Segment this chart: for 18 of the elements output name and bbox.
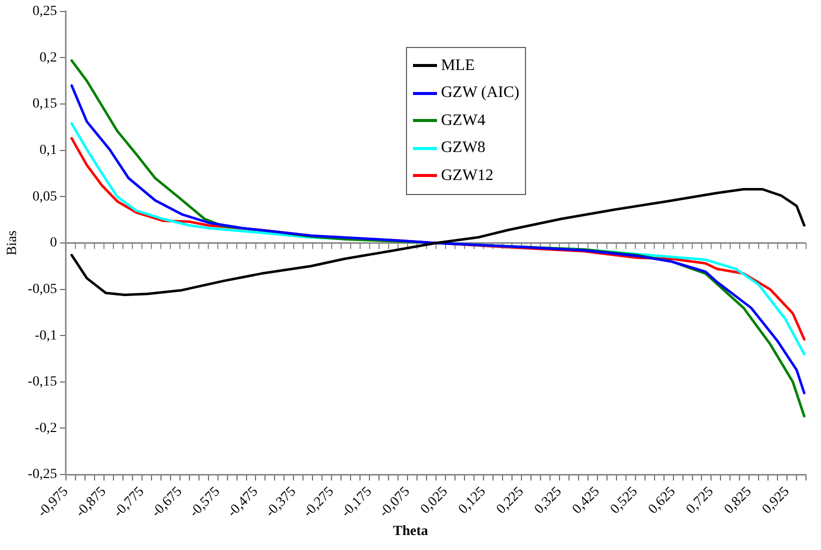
x-axis-title: Theta	[392, 524, 429, 540]
y-tick-label: 0,05	[32, 189, 57, 204]
y-tick-label: 0,25	[32, 4, 57, 20]
y-tick-label: -0,1	[34, 328, 57, 344]
y-tick-label: -0,2	[34, 420, 57, 436]
y-tick-label: 0	[50, 236, 57, 251]
y-tick-label: 0,1	[39, 143, 57, 158]
y-tick-label: -0,25	[28, 467, 57, 482]
y-tick-label: 0,15	[32, 96, 57, 112]
y-tick-label: -0,15	[28, 374, 57, 390]
legend-label: GZW8	[441, 139, 486, 158]
y-axis-title: Bias	[5, 230, 20, 256]
y-tick-label: 0,2	[39, 50, 57, 66]
legend-label: GZW4	[441, 112, 486, 130]
legend-label: GZW12	[441, 166, 494, 185]
legend-label: MLE	[441, 56, 475, 75]
y-tick-label: -0,05	[28, 282, 57, 297]
legend-label: GZW (AIC)	[441, 84, 520, 102]
